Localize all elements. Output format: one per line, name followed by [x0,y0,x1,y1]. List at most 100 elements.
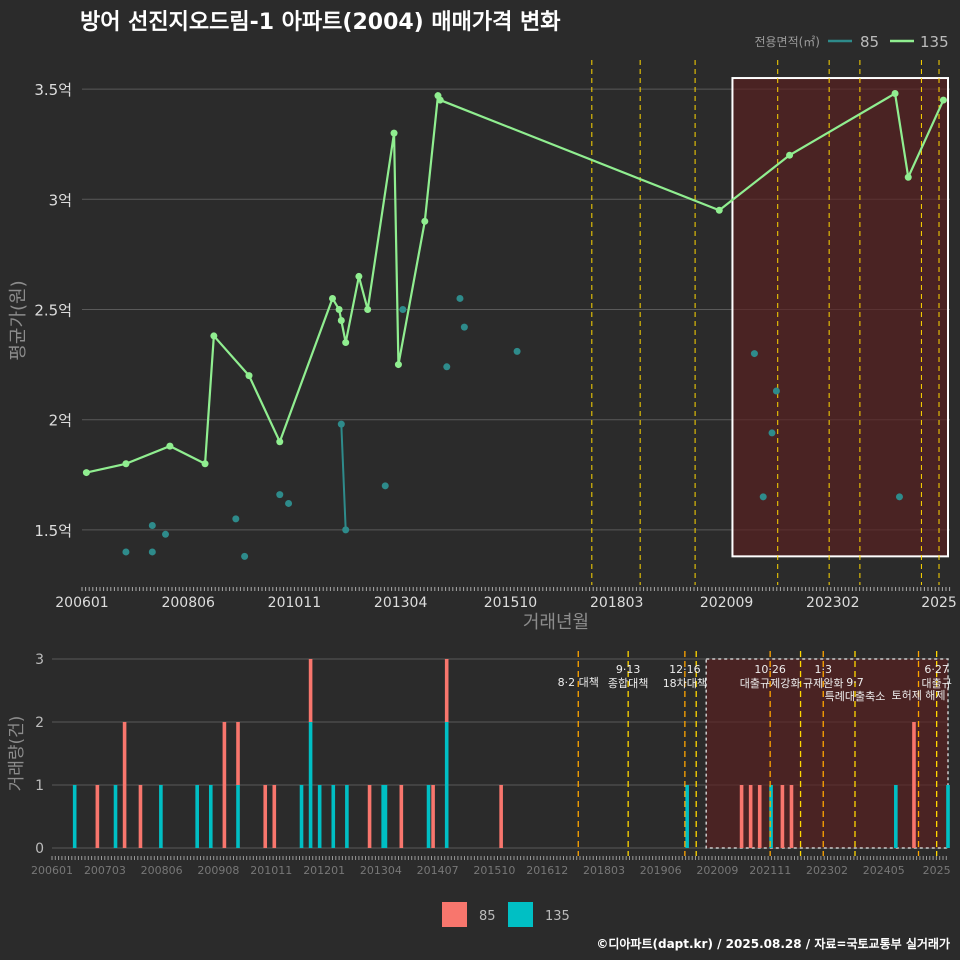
series-85-point [460,323,468,331]
series-135-point [364,305,372,313]
bar-x-tick-label: 201612 [526,864,568,877]
series-85-point [148,548,156,556]
legend-label-135: 135 [920,33,949,51]
bar-135 [317,785,322,848]
bar-x-tick-label: 201304 [360,864,402,877]
series-85-point [443,363,451,371]
policy-annotation: 종합대책 [608,677,648,690]
bar-85 [272,785,277,848]
bar-135 [685,785,689,848]
series-85-point [456,294,464,302]
series-135-point [715,206,723,214]
bar-y-axis-title: 거래량(건) [7,716,27,792]
bar-85 [757,785,762,848]
series-135-point [786,151,794,159]
bar-85 [138,785,143,848]
bar-highlight-box [705,658,949,849]
bar-135 [72,785,77,848]
series-135-point [939,96,947,104]
bar-135 [894,785,898,848]
bar-legend-label-85: 85 [479,909,496,924]
bar-85 [95,785,100,848]
policy-annotation: 규제완화 [803,677,843,690]
y-tick-label: 3.5억 [34,81,72,99]
bar-135 [208,785,213,848]
x-tick-label: 201803 [590,595,643,611]
x-tick-label: 202009 [700,595,753,611]
series-135-point [337,317,345,324]
series-85-point [241,552,249,560]
series-85-point [337,420,345,428]
series-85-point [122,548,130,556]
series-85-point [342,526,350,534]
bar-85 [367,785,372,848]
page-title: 방어 선진지오드림-1 아파트(2004) 매매가격 변화 [80,10,561,35]
x-tick-label: 201510 [484,595,537,611]
series-85-point [162,530,170,538]
policy-annotation: 특례대출축소 [825,690,886,703]
policy-annotation: 6·27 [924,663,949,676]
legend-label-85: 85 [860,33,879,51]
y-tick-label: 2억 [49,412,72,430]
series-85-point [399,305,407,313]
series-135-point [201,460,209,468]
bar-85 [499,785,503,848]
x-tick-label: 2025 [921,595,957,611]
bar-85 [748,785,753,848]
x-tick-label: 202302 [806,595,859,611]
series-135-point [394,361,402,369]
bar-y-tick-label: 3 [35,652,44,668]
policy-annotation: 8·2 대책 [558,676,599,689]
x-tick-label: 200601 [55,595,108,611]
bar-x-tick-label: 2025 [923,864,951,877]
bar-85 [308,659,313,722]
bar-85 [399,785,404,848]
series-135-point [276,438,284,446]
policy-annotation: 1·3 [814,663,832,676]
bar-x-tick-label: 202302 [806,864,848,877]
bar-135 [308,722,313,848]
x-tick-label: 201011 [268,595,321,611]
policy-annotation: 대출규제강화 [740,677,801,690]
bar-x-tick-label: 202405 [863,864,905,877]
bar-135 [769,785,773,848]
series-85-point [768,429,776,437]
y-tick-label: 2.5억 [34,301,72,319]
bar-x-tick-label: 200806 [141,864,183,877]
policy-annotation: 토허제 해제 [891,688,945,702]
series-85-point [232,515,240,523]
series-85-point [148,521,156,529]
x-axis-title: 거래년월 [523,612,589,633]
bar-135 [331,785,336,848]
bar-135 [299,785,304,848]
series-135-point [355,272,363,280]
series-85-point [285,499,293,507]
series-135-point [335,305,343,313]
bar-x-tick-label: 200908 [197,864,239,877]
bar-85 [444,659,449,722]
bar-85 [431,785,435,848]
source-credit: ©디아파트(dapt.kr) / 2025.08.28 / 자료=국토교통부 실… [596,937,950,951]
series-85-point [750,350,758,358]
bar-85 [222,722,227,848]
bar-85 [739,785,744,848]
bar-y-tick-label: 1 [35,778,44,794]
series-85-point [276,491,284,499]
bar-135 [383,785,388,848]
bar-85 [912,722,916,848]
y-axis-title: 평균가(원) [8,280,29,360]
series-135-point [436,96,444,104]
series-135-point [421,217,429,225]
series-135-point [891,89,899,97]
bar-legend-label-135: 135 [545,909,570,924]
legend-title: 전용면적(㎡) [754,35,820,49]
policy-annotation: 대출규 [921,677,951,690]
series-85-point [895,493,903,501]
bar-85 [780,785,785,848]
series-135-point [904,173,912,181]
bar-135 [159,785,163,848]
bar-x-tick-label: 201407 [417,864,459,877]
bar-135 [113,785,118,848]
policy-annotation: 9·13 [616,663,641,676]
